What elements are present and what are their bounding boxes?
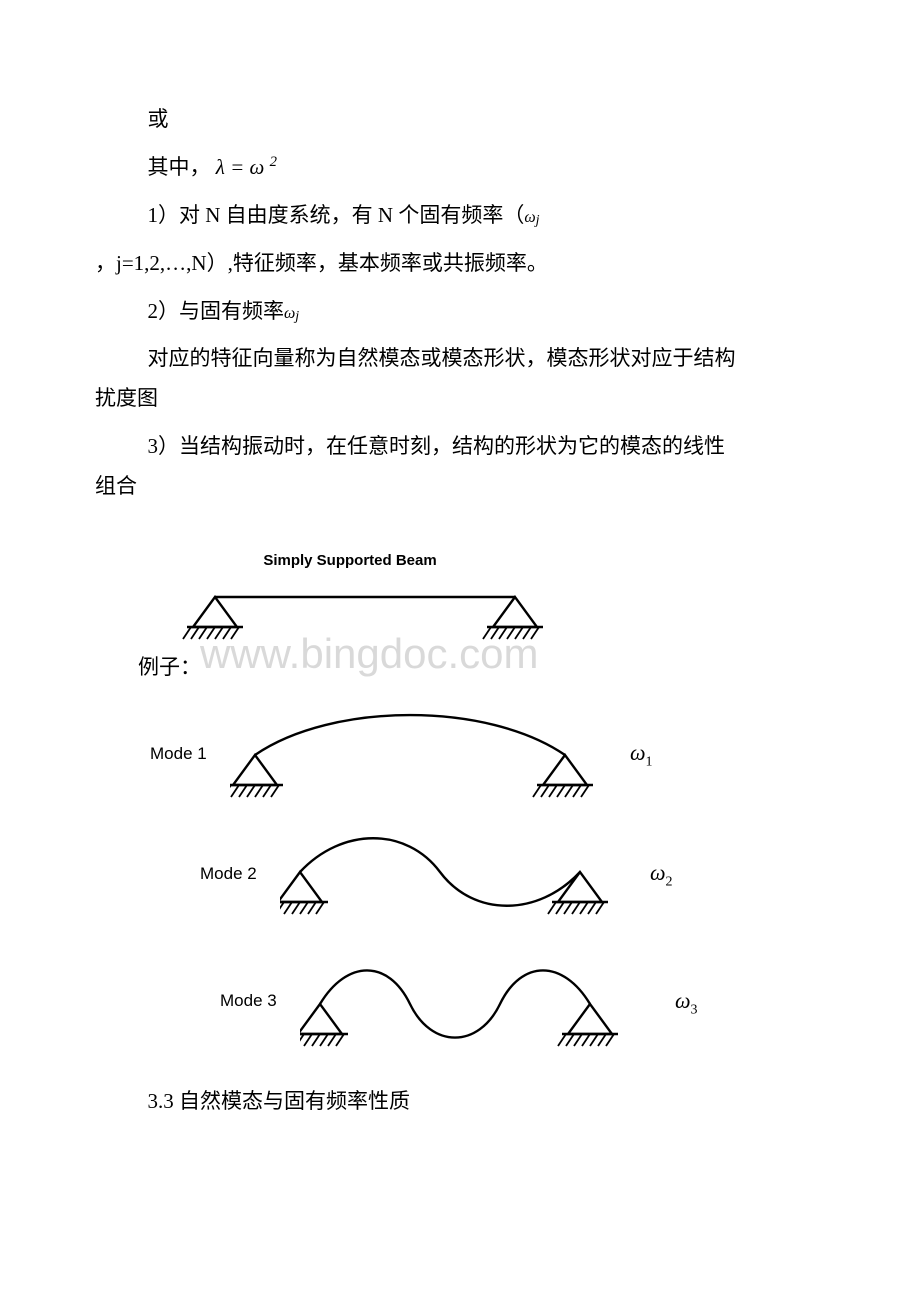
omega-2-sub: 2 xyxy=(666,874,673,889)
mode-1-row: Mode 1 ω1 xyxy=(150,707,825,802)
lambda: λ xyxy=(216,155,225,179)
omega-j-1: ω xyxy=(524,209,535,226)
example-label: 例子： xyxy=(138,648,201,688)
item-2-line2a: 对应的特征向量称为自然模态或模态形状，模态形状对应于结构 xyxy=(95,339,825,379)
item1-text: 1）对 N 自由度系统，有 N 个固有频率（ xyxy=(148,203,525,227)
section-3-3: 3.3 自然模态与固有频率性质 xyxy=(95,1082,825,1122)
mode-2-freq: ω2 xyxy=(650,852,673,896)
item-3-wrap: 3）当结构振动时，在任意时刻，结构的形状为它的模态的线性 组合 xyxy=(95,427,825,507)
omega-2: ω xyxy=(650,860,666,885)
figure-title: Simply Supported Beam xyxy=(190,547,510,576)
figure-top-row: 例子： www.bingdoc.com xyxy=(150,582,825,677)
omega-1: ω xyxy=(630,740,646,765)
item-1-line2: ，j=1,2,…,N）,特征频率，基本频率或共振频率。 xyxy=(95,244,825,284)
omega-3: ω xyxy=(675,988,691,1013)
omega-j-sub-1: j xyxy=(536,213,540,228)
exp-2: 2 xyxy=(270,154,277,170)
mode-1-diagram xyxy=(230,707,600,802)
omega-3-sub: 3 xyxy=(691,1002,698,1017)
omega-1-sub: 1 xyxy=(646,754,653,769)
item-3-line1: 3）当结构振动时，在任意时刻，结构的形状为它的模态的线性 xyxy=(95,427,825,467)
beam-diagram xyxy=(150,582,570,677)
paragraph-where: 其中， λ = ω 2 xyxy=(95,148,825,188)
mode-1-freq: ω1 xyxy=(630,732,653,776)
mode-3-diagram xyxy=(300,952,630,1052)
item-3-line2: 组合 xyxy=(95,467,825,507)
item-2-line2-wrap: 对应的特征向量称为自然模态或模态形状，模态形状对应于结构 扰度图 xyxy=(95,339,825,419)
item-2-line1: 2）与固有频率ωj xyxy=(95,292,825,332)
mode-2-diagram xyxy=(280,827,610,922)
figure-simply-supported-beam: Simply Supported Beam 例子： www.bingdoc.co… xyxy=(150,547,825,1052)
paragraph-or: 或 xyxy=(95,100,825,140)
item-1-line1: 1）对 N 自由度系统，有 N 个固有频率（ωj xyxy=(95,196,825,236)
omega-j-2: ω xyxy=(284,305,295,322)
mode-2-label: Mode 2 xyxy=(150,858,280,890)
where-prefix: 其中， xyxy=(148,155,211,179)
item2-text: 2）与固有频率 xyxy=(148,299,285,323)
mode-3-label: Mode 3 xyxy=(150,985,300,1017)
omega: ω xyxy=(250,155,265,179)
mode-3-row: Mode 3 ω3 xyxy=(150,952,825,1052)
mode-2-row: Mode 2 ω2 xyxy=(150,827,825,922)
omega-j-sub-2: j xyxy=(295,309,299,324)
item-2-line2b: 扰度图 xyxy=(95,379,825,419)
mode-3-freq: ω3 xyxy=(675,980,698,1024)
mode-1-label: Mode 1 xyxy=(150,738,230,770)
eq-sign: = xyxy=(230,155,249,179)
